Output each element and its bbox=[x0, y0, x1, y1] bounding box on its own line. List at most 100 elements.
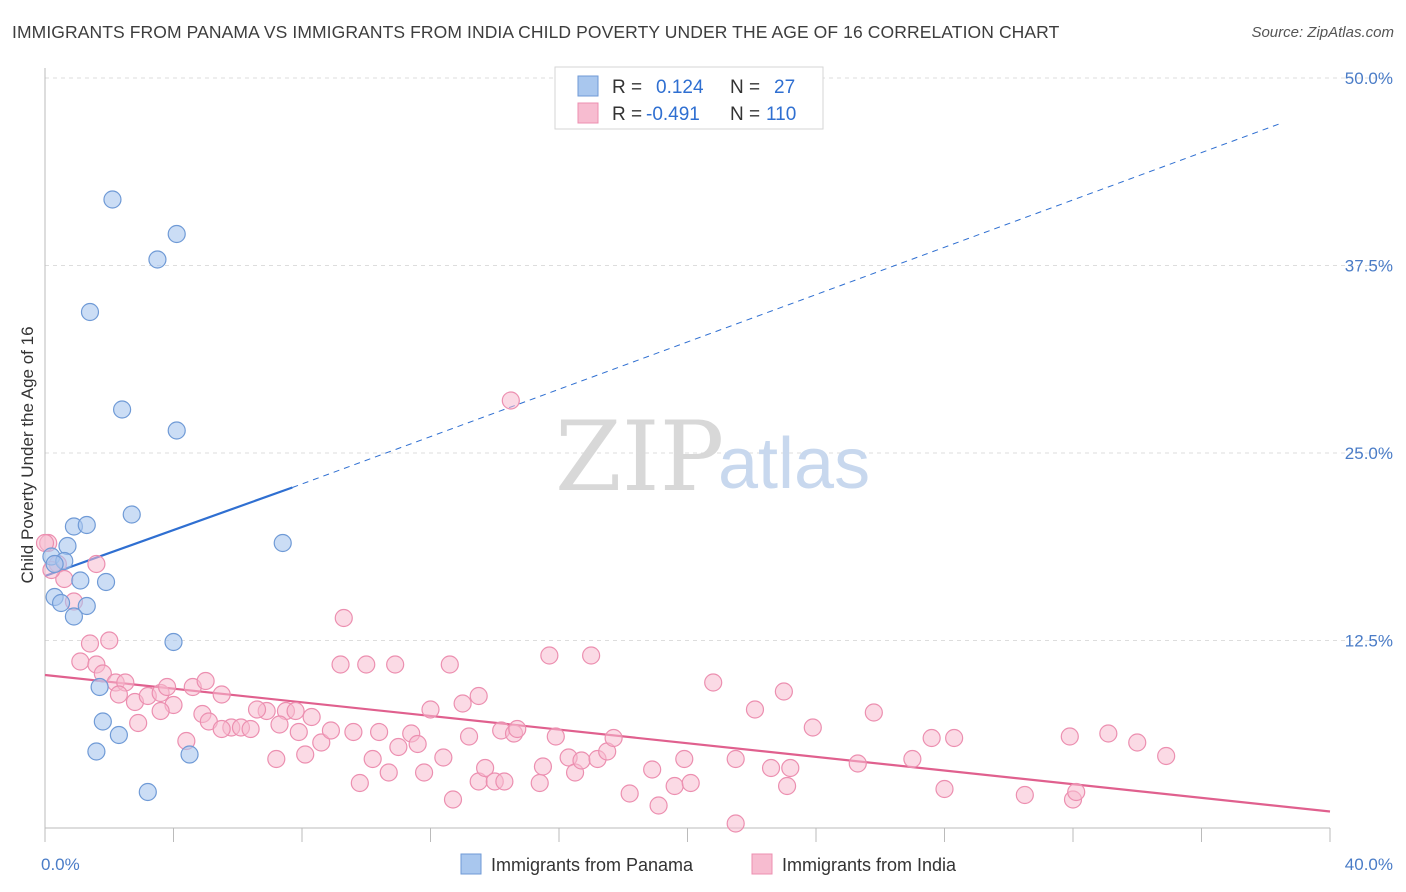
point-india-41 bbox=[331, 655, 350, 674]
point-india-75 bbox=[572, 751, 591, 770]
point-panama-2 bbox=[148, 250, 167, 269]
point-india-27 bbox=[241, 719, 260, 739]
point-india-38 bbox=[296, 745, 315, 764]
legend-r-label-panama: R = bbox=[612, 77, 642, 98]
point-india-80 bbox=[620, 784, 639, 803]
point-india-50 bbox=[389, 737, 408, 757]
bottom-legend-swatch-india bbox=[751, 853, 773, 875]
point-panama-14 bbox=[71, 571, 90, 590]
point-india-79 bbox=[604, 728, 623, 748]
point-india-81 bbox=[643, 760, 662, 779]
point-india-55 bbox=[434, 748, 453, 767]
point-india-5 bbox=[80, 634, 100, 653]
point-panama-22 bbox=[93, 712, 112, 731]
bottom-legend-label-india: Immigrants from India bbox=[782, 855, 957, 875]
point-india-54 bbox=[421, 700, 440, 719]
point-india-40 bbox=[321, 721, 341, 740]
y-tick-label-3: 50.0% bbox=[1345, 69, 1393, 88]
point-india-70 bbox=[533, 757, 553, 776]
point-india-47 bbox=[370, 722, 389, 742]
trend-line-panama bbox=[44, 486, 293, 578]
point-india-93 bbox=[781, 758, 800, 778]
point-panama-25 bbox=[180, 745, 199, 764]
point-india-72 bbox=[546, 727, 565, 746]
point-india-37 bbox=[289, 722, 308, 742]
trend-line-india bbox=[44, 673, 1331, 813]
legend-r-value-india: -0.491 bbox=[646, 104, 700, 125]
legend-n-label-panama: N = bbox=[730, 77, 760, 98]
point-india-71 bbox=[540, 646, 559, 665]
point-panama-6 bbox=[122, 505, 141, 524]
point-india-68 bbox=[508, 719, 527, 739]
point-india-35 bbox=[302, 707, 321, 727]
legend-r-label-india: R = bbox=[612, 104, 642, 125]
y-tick-label-1: 25.0% bbox=[1345, 444, 1393, 463]
point-india-90 bbox=[761, 758, 781, 778]
source-credit: Source: ZipAtlas.com bbox=[1251, 24, 1394, 41]
bottom-legend-swatch-panama bbox=[460, 853, 482, 875]
y-tick-labels: 12.5% 25.0% 37.5% 50.0% bbox=[1345, 69, 1393, 651]
point-india-76 bbox=[582, 646, 601, 665]
point-panama-13 bbox=[45, 554, 64, 574]
point-panama-15 bbox=[96, 572, 116, 592]
point-india-2 bbox=[87, 554, 106, 574]
point-india-7 bbox=[71, 652, 90, 671]
point-india-91 bbox=[774, 682, 793, 701]
point-india-98 bbox=[922, 728, 941, 748]
point-panama-17 bbox=[51, 593, 71, 613]
gridlines bbox=[45, 77, 1390, 641]
point-india-24 bbox=[129, 713, 148, 733]
point-india-19 bbox=[196, 671, 215, 691]
point-panama-1 bbox=[167, 224, 186, 244]
point-india-96 bbox=[864, 703, 883, 722]
point-panama-8 bbox=[77, 515, 96, 535]
point-india-53 bbox=[414, 763, 434, 782]
y-tick-label-0: 12.5% bbox=[1345, 632, 1393, 651]
point-panama-3 bbox=[80, 302, 100, 322]
point-india-66 bbox=[501, 391, 520, 410]
point-india-52 bbox=[408, 734, 427, 754]
chart-title: IMMIGRANTS FROM PANAMA VS IMMIGRANTS FRO… bbox=[12, 22, 1060, 42]
point-india-86 bbox=[704, 673, 723, 692]
point-india-42 bbox=[334, 608, 353, 628]
point-india-16 bbox=[157, 677, 177, 697]
point-india-102 bbox=[1060, 727, 1079, 746]
point-panama-24 bbox=[87, 742, 106, 761]
y-tick-label-2: 37.5% bbox=[1345, 257, 1393, 276]
point-panama-18 bbox=[77, 596, 96, 616]
point-india-105 bbox=[1099, 724, 1118, 743]
watermark-atlas: atlas bbox=[718, 424, 870, 504]
point-india-12 bbox=[109, 685, 128, 704]
point-panama-23 bbox=[109, 725, 128, 745]
point-india-107 bbox=[1157, 746, 1176, 766]
point-india-88 bbox=[726, 749, 745, 769]
point-india-49 bbox=[386, 655, 405, 674]
point-india-34 bbox=[270, 715, 289, 734]
point-india-43 bbox=[344, 722, 363, 742]
points-india bbox=[35, 391, 1176, 833]
point-india-99 bbox=[935, 779, 954, 799]
point-india-82 bbox=[649, 796, 668, 815]
y-axis-label: Child Poverty Under the Age of 16 bbox=[18, 326, 37, 583]
point-india-36 bbox=[267, 749, 286, 769]
point-india-39 bbox=[312, 733, 331, 752]
legend-r-value-panama: 0.124 bbox=[656, 77, 704, 98]
bottom-legend-label-panama: Immigrants from Panama bbox=[491, 855, 694, 875]
legend-n-value-india: 110 bbox=[766, 104, 796, 125]
point-india-106 bbox=[1128, 733, 1147, 752]
trend-lines bbox=[44, 122, 1331, 813]
axes bbox=[44, 68, 1331, 842]
point-panama-20 bbox=[164, 632, 183, 652]
point-india-89 bbox=[745, 700, 765, 719]
point-india-92 bbox=[777, 776, 797, 796]
point-india-56 bbox=[440, 655, 459, 674]
point-panama-19 bbox=[64, 607, 84, 626]
point-india-100 bbox=[945, 728, 964, 748]
point-india-58 bbox=[453, 694, 472, 713]
legend-swatch-india bbox=[577, 102, 599, 124]
point-india-60 bbox=[469, 686, 488, 706]
point-panama-4 bbox=[112, 400, 132, 419]
point-india-31 bbox=[247, 700, 267, 719]
point-panama-0 bbox=[103, 190, 122, 209]
